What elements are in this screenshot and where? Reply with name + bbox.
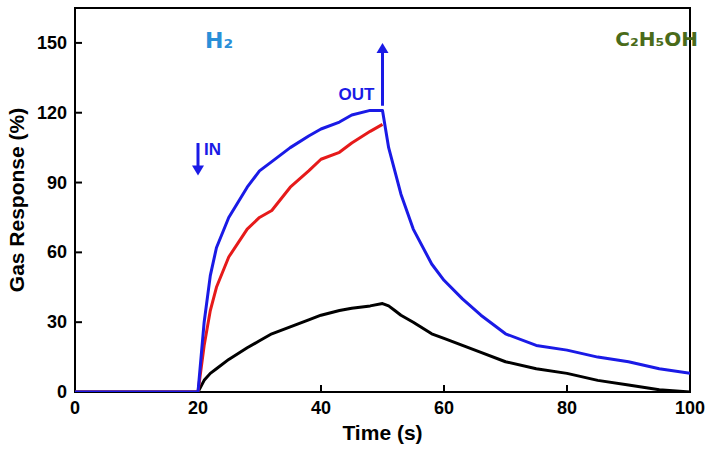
chart: 0 20 40 60 80 100 0 30 60 90 120 150 Time (s) Gas Res… xyxy=(0,0,719,467)
y-tick xyxy=(75,42,82,44)
y-tick-label: 150 xyxy=(37,33,67,53)
x-tick-label: 40 xyxy=(311,398,331,418)
x-tick xyxy=(320,385,322,392)
annotation-arrow xyxy=(197,143,200,168)
y-tick-label: 120 xyxy=(37,103,67,123)
annotation-text: OUT xyxy=(339,85,376,104)
y-tick xyxy=(75,251,82,253)
x-tick xyxy=(566,385,568,392)
y-tick-label: 90 xyxy=(47,173,67,193)
y-tick-label: 0 xyxy=(57,382,67,402)
x-tick-label: 80 xyxy=(557,398,577,418)
x-tick-label: 20 xyxy=(188,398,208,418)
annotation-arrow xyxy=(381,51,384,106)
y-tick xyxy=(75,321,82,323)
annotation-text: IN xyxy=(204,140,221,159)
y-tick-label: 60 xyxy=(47,242,67,262)
annotation-arrowhead xyxy=(192,166,204,176)
y-tick-label: 30 xyxy=(47,312,67,332)
x-tick-label: 100 xyxy=(675,398,705,418)
y-axis-title: Gas Response (%) xyxy=(5,108,28,292)
x-tick-label: 60 xyxy=(434,398,454,418)
annotation-arrowhead xyxy=(377,43,389,53)
series-line xyxy=(75,124,383,392)
plot-frame xyxy=(75,8,690,392)
series-line xyxy=(75,304,690,392)
y-tick xyxy=(75,112,82,114)
series-line xyxy=(75,110,690,392)
x-tick-label: 0 xyxy=(70,398,80,418)
x-axis-title: Time (s) xyxy=(342,421,422,444)
x-tick xyxy=(443,385,445,392)
series-group xyxy=(75,110,690,392)
corner-label: C₂H₅OH xyxy=(615,27,698,51)
corner-label: H₂ xyxy=(205,28,233,53)
y-tick xyxy=(75,182,82,184)
